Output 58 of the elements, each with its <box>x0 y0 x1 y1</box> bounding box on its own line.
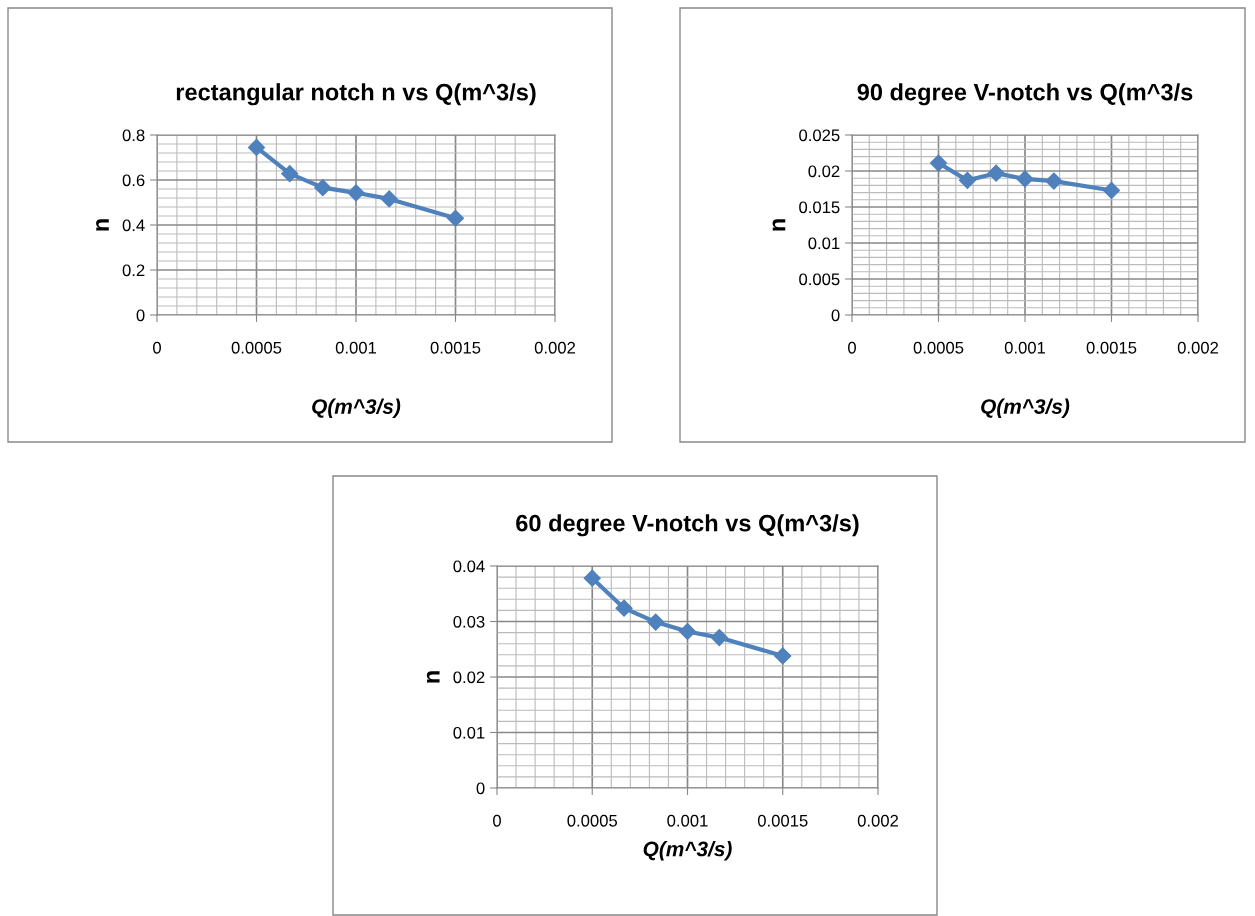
chart-title: rectangular notch n vs Q(m^3/s) <box>176 83 536 106</box>
point <box>647 613 665 631</box>
point <box>347 184 365 202</box>
x-axis-title: Q(m^3/s) <box>312 398 401 419</box>
y-tick-label: 0.04 <box>453 560 485 573</box>
point <box>247 138 266 156</box>
x-tick-label: 0.0015 <box>1086 341 1137 354</box>
x-tick-label: 0.0005 <box>231 341 282 354</box>
point <box>583 569 601 587</box>
y-tick-label: 0.015 <box>799 201 840 214</box>
y-tick-label: 0.02 <box>453 671 485 684</box>
point <box>314 179 332 197</box>
point <box>380 190 398 208</box>
chart-title: 90 degree V-notch vs Q(m^3/s <box>857 83 1193 106</box>
x-tick-label: 0.0005 <box>567 814 618 827</box>
x-tick-label: 0 <box>153 341 161 354</box>
point <box>678 622 697 641</box>
point <box>958 171 976 189</box>
point <box>1045 172 1063 190</box>
x-tick-label: 0.0015 <box>430 341 481 354</box>
x-tick-label: 0.002 <box>1177 341 1219 354</box>
y-tick-label: 0.01 <box>808 237 840 250</box>
point <box>1016 170 1034 188</box>
point <box>987 164 1005 182</box>
y-tick-label: 0.01 <box>453 726 485 739</box>
y-tick-label: 0 <box>136 309 145 322</box>
chart-title: 60 degree V-notch vs Q(m^3/s) <box>516 514 859 537</box>
y-tick-label: 0.03 <box>453 615 485 628</box>
x-tick-label: 0.001 <box>667 814 708 827</box>
x-tick-label: 0.0005 <box>913 341 964 354</box>
y-tick-label: 0.6 <box>122 174 145 187</box>
x-axis-title: Q(m^3/s) <box>643 841 732 861</box>
y-axis-title: n <box>96 219 109 231</box>
x-tick-label: 0.002 <box>534 341 576 354</box>
point <box>1102 181 1121 199</box>
x-axis-title: Q(m^3/s) <box>981 398 1070 419</box>
y-axis-title: n <box>426 671 440 683</box>
y-tick-label: 0.02 <box>808 165 840 178</box>
y-tick-label: 0 <box>831 309 840 322</box>
y-tick-label: 0.005 <box>799 273 840 286</box>
y-tick-label: 0.4 <box>122 219 145 232</box>
point <box>446 209 465 227</box>
x-tick-label: 0.0015 <box>757 814 808 827</box>
y-tick-label: 0.2 <box>122 264 145 277</box>
x-tick-label: 0 <box>493 814 501 827</box>
y-tick-label: 0 <box>476 782 485 795</box>
point <box>710 629 728 647</box>
x-tick-label: 0.002 <box>857 814 899 827</box>
y-tick-label: 0.8 <box>122 129 145 142</box>
point <box>281 165 299 183</box>
x-tick-label: 0 <box>848 341 856 354</box>
point <box>615 599 633 617</box>
y-tick-label: 0.025 <box>799 129 840 142</box>
y-axis-title: n <box>772 219 786 231</box>
x-tick-label: 0.001 <box>335 341 377 354</box>
point <box>774 647 792 665</box>
point <box>929 154 948 172</box>
x-tick-label: 0.001 <box>1004 341 1046 354</box>
